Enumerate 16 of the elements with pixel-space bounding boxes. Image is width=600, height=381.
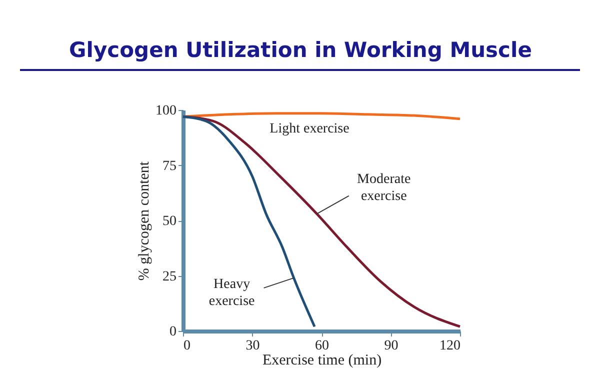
x-axis-title: Exercise time (min) bbox=[262, 352, 382, 368]
y-tick-label: 50 bbox=[162, 214, 176, 229]
y-tick-label: 25 bbox=[162, 269, 176, 284]
series-label: Light exercise bbox=[270, 121, 350, 136]
x-tick-label: 90 bbox=[384, 338, 398, 354]
y-tick-label: 100 bbox=[156, 104, 176, 118]
x-tick-label: 0 bbox=[184, 338, 190, 354]
x-tick-label: 30 bbox=[246, 338, 260, 354]
y-tick-label: 75 bbox=[162, 158, 176, 174]
chart-title: Glycogen Utilization in Working Muscle bbox=[69, 38, 532, 62]
y-axis-title: % glycogen content bbox=[136, 160, 152, 281]
y-tick-label: 0 bbox=[170, 324, 176, 340]
x-tick-label: 60 bbox=[315, 338, 329, 354]
text: Moderate exercise bbox=[357, 172, 411, 204]
text: Heavy exercise bbox=[208, 276, 255, 309]
x-tick-label: 120 bbox=[440, 338, 460, 354]
